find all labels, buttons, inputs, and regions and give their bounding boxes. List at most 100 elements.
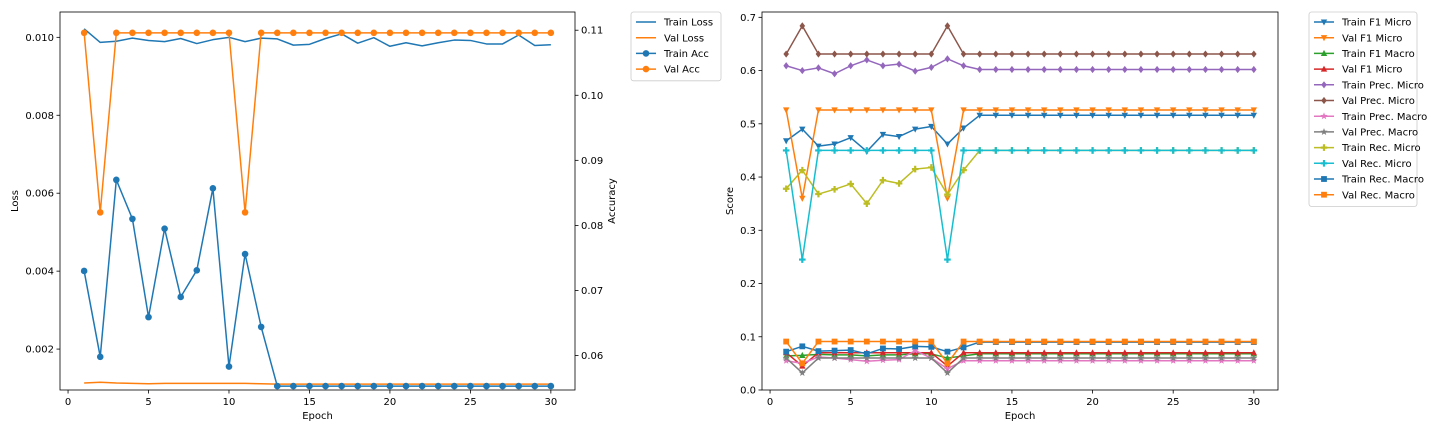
data-point: [815, 147, 822, 154]
data-point: [225, 29, 233, 37]
legend-entry: Val Rec. Micro: [1314, 159, 1412, 170]
x-tick-label: 10: [223, 397, 236, 408]
data-point: [1138, 65, 1144, 74]
data-point: [1008, 354, 1016, 362]
data-point: [1073, 147, 1080, 154]
data-point: [177, 293, 185, 301]
x-tick-label: 10: [925, 397, 938, 408]
data-point: [1185, 356, 1193, 364]
data-point: [1073, 50, 1080, 58]
series-3: [80, 176, 555, 390]
data-point: [1234, 107, 1241, 114]
data-point: [976, 356, 984, 364]
y-axis-label: Loss: [10, 190, 21, 212]
y-tick-label: 0.3: [740, 226, 756, 237]
data-point: [880, 345, 886, 352]
legend-label: Val Rec. Macro: [1342, 190, 1415, 201]
data-point: [1218, 147, 1225, 154]
data-point: [1041, 50, 1047, 58]
data-point: [976, 65, 983, 74]
chart-1: 0 5 10 15 20 25 30 0.002 0.004 0.006 0.008 0.010 0.0…: [10, 11, 722, 422]
legend-swatch-marker: [1320, 65, 1328, 72]
series-line-2: [785, 109, 1254, 200]
data-point: [547, 382, 555, 390]
data-point: [1121, 356, 1129, 364]
data-point: [1089, 107, 1096, 114]
legend-entry: Val Loss: [636, 33, 704, 44]
data-point: [1218, 107, 1225, 114]
data-point: [499, 29, 506, 37]
data-point: [1234, 147, 1241, 154]
data-point: [467, 29, 474, 37]
legend-entry: Train Prec. Macro: [1314, 112, 1427, 123]
data-point: [1105, 338, 1112, 345]
data-point: [992, 147, 1000, 154]
data-point: [960, 107, 967, 114]
data-point: [1040, 356, 1048, 364]
y2-tick-label: 0.11: [581, 26, 603, 37]
data-point: [831, 141, 838, 148]
data-point: [1153, 112, 1161, 119]
data-point: [879, 107, 887, 114]
legend-entry: Val Acc: [636, 65, 700, 76]
data-point: [912, 343, 919, 350]
y-tick-label: 0.2: [740, 279, 756, 290]
data-point: [1153, 107, 1161, 114]
data-point: [960, 62, 967, 70]
series-1: [83, 28, 551, 48]
data-point: [1154, 338, 1160, 345]
data-point: [815, 64, 822, 72]
data-point: [1008, 112, 1016, 119]
data-point: [799, 66, 806, 75]
data-point: [863, 338, 870, 345]
data-point: [1234, 338, 1241, 345]
y-tick-label: 0.010: [25, 33, 54, 44]
data-point: [1138, 50, 1144, 58]
data-point: [1073, 112, 1080, 119]
data-point: [928, 338, 935, 345]
data-point: [944, 22, 951, 30]
data-point: [944, 256, 951, 263]
data-point: [1121, 354, 1129, 362]
series-2: [782, 107, 1258, 202]
data-point: [1202, 112, 1209, 119]
data-point: [863, 147, 871, 154]
data-point: [798, 369, 806, 377]
x-axis-label: Epoch: [302, 411, 333, 422]
data-point: [783, 348, 790, 355]
data-point: [911, 349, 919, 356]
data-point: [1170, 338, 1177, 345]
series-line-7: [786, 349, 1254, 370]
data-point: [1105, 112, 1112, 119]
data-point: [943, 369, 952, 377]
legend-entry: Train Acc: [636, 49, 709, 60]
legend-entry: Train Prec. Micro: [1314, 80, 1424, 91]
data-point: [782, 356, 790, 364]
data-point: [225, 363, 233, 370]
data-point: [177, 29, 185, 37]
data-point: [782, 354, 790, 362]
data-point: [1105, 50, 1112, 58]
data-point: [992, 354, 1000, 362]
legend-swatch-marker: [1320, 19, 1328, 26]
data-point: [960, 349, 967, 356]
data-point: [993, 65, 999, 74]
data-point: [418, 382, 426, 390]
data-point: [1250, 356, 1258, 364]
data-point: [960, 338, 967, 345]
data-point: [896, 50, 902, 58]
data-point: [895, 134, 903, 141]
data-point: [911, 354, 919, 362]
data-point: [1105, 349, 1112, 356]
data-point: [782, 107, 790, 114]
data-point: [880, 338, 886, 345]
data-point: [847, 338, 854, 345]
data-point: [1105, 107, 1112, 114]
data-point: [782, 147, 790, 154]
legend-swatch-marker: [1321, 176, 1327, 182]
data-point: [1121, 349, 1129, 356]
data-point: [1121, 107, 1129, 114]
data-point: [1089, 65, 1096, 74]
data-point: [912, 67, 918, 75]
data-point: [814, 354, 823, 362]
